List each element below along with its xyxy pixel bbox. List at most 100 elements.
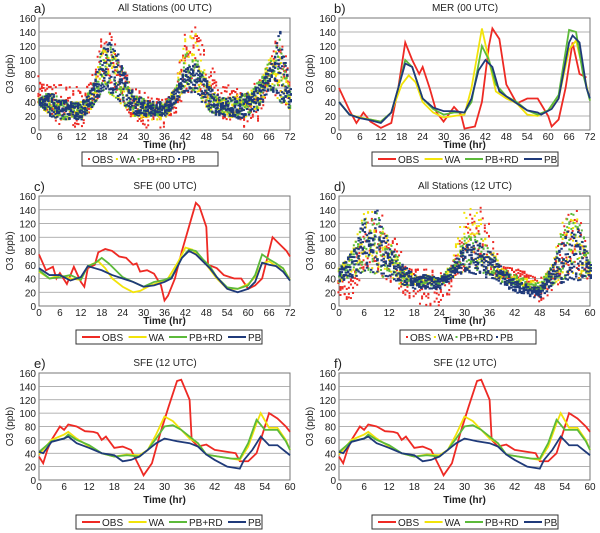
scatter-dot-wa	[572, 240, 574, 242]
scatter-dot-pb-rd	[57, 114, 59, 116]
scatter-dot-pb-rd	[206, 99, 208, 101]
scatter-dot-pb	[385, 242, 387, 244]
scatter-dot-pb	[399, 275, 401, 277]
scatter-dot-wa	[278, 81, 280, 83]
scatter-dot-obs	[69, 97, 71, 99]
scatter-dot-pb	[372, 271, 374, 273]
scatter-dot-pb	[122, 97, 124, 99]
scatter-dot-pb	[380, 226, 382, 228]
scatter-dot-obs	[507, 267, 509, 269]
scatter-dot-pb	[347, 258, 349, 260]
scatter-dot-pb-rd	[520, 278, 522, 280]
scatter-dot-pb	[477, 257, 479, 259]
scatter-dot-wa	[555, 246, 557, 248]
scatter-dot-wa	[382, 247, 384, 249]
scatter-dot-pb	[374, 218, 376, 220]
scatter-dot-obs	[175, 107, 177, 109]
scatter-dot-pb	[487, 261, 489, 263]
scatter-dot-obs	[126, 109, 128, 111]
scatter-dot-pb	[424, 285, 426, 287]
scatter-dot-pb	[452, 271, 454, 273]
legend-label: OBS	[92, 155, 113, 166]
scatter-dot-pb	[387, 254, 389, 256]
y-tick-label: 80	[325, 70, 337, 81]
scatter-dot-pb-rd	[353, 253, 355, 255]
scatter-dot-obs	[444, 284, 446, 286]
scatter-dot-wa	[277, 97, 279, 99]
scatter-dot-obs	[404, 289, 406, 291]
scatter-dot-pb-rd	[386, 269, 388, 271]
scatter-dot-pb	[124, 73, 126, 75]
scatter-dot-pb	[211, 111, 213, 113]
scatter-dot-obs	[76, 123, 78, 125]
scatter-dot-pb	[256, 109, 258, 111]
scatter-dot-obs	[220, 92, 222, 94]
y-axis-label: O3 (ppb)	[305, 231, 316, 270]
scatter-dot-pb	[218, 110, 220, 112]
scatter-dot-obs	[86, 86, 88, 88]
y-tick-label: 20	[325, 288, 337, 299]
scatter-dot-pb	[94, 100, 96, 102]
scatter-dot-pb-rd	[165, 107, 167, 109]
scatter-dot-pb	[498, 266, 500, 268]
scatter-dot-obs	[337, 291, 339, 293]
scatter-dot-obs	[213, 79, 215, 81]
chart-title: All Stations (12 UTC)	[418, 181, 512, 192]
scatter-dot-obs	[152, 116, 154, 118]
scatter-dot-pb	[131, 105, 133, 107]
scatter-dot-obs	[409, 297, 411, 299]
scatter-dot-pb	[504, 274, 506, 276]
scatter-dot-pb	[491, 261, 493, 263]
scatter-dot-pb	[197, 66, 199, 68]
scatter-dot-pb	[274, 56, 276, 58]
scatter-dot-pb	[504, 282, 506, 284]
y-tick-label: 140	[19, 28, 36, 39]
scatter-dot-pb	[502, 274, 504, 276]
scatter-dot-pb	[376, 210, 378, 212]
scatter-dot-obs	[159, 127, 161, 129]
scatter-dot-obs	[259, 79, 261, 81]
scatter-dot-pb-rd	[260, 82, 262, 84]
scatter-dot-pb	[246, 93, 248, 95]
scatter-dot-pb	[40, 97, 42, 99]
scatter-dot-pb-rd	[199, 86, 201, 88]
scatter-dot-wa	[373, 229, 375, 231]
scatter-dot-obs	[469, 229, 471, 231]
scatter-dot-obs	[58, 84, 60, 86]
scatter-dot-pb	[77, 113, 79, 115]
scatter-dot-pb-rd	[365, 248, 367, 250]
scatter-dot-pb	[466, 249, 468, 251]
scatter-dot-obs	[459, 240, 461, 242]
scatter-dot-pb	[134, 98, 136, 100]
scatter-dot-pb	[378, 239, 380, 241]
scatter-dot-pb	[351, 276, 353, 278]
scatter-dot-obs	[77, 90, 79, 92]
scatter-dot-pb-rd	[99, 56, 101, 58]
scatter-dot-pb-rd	[572, 222, 574, 224]
scatter-dot-pb	[176, 99, 178, 101]
x-tick-label: 6	[57, 308, 63, 319]
scatter-dot-pb-rd	[351, 259, 353, 261]
scatter-dot-pb-rd	[202, 72, 204, 74]
scatter-dot-pb	[364, 227, 366, 229]
scatter-dot-pb	[449, 268, 451, 270]
scatter-dot-obs	[273, 50, 275, 52]
scatter-dot-pb	[466, 251, 468, 253]
scatter-dot-pb	[117, 98, 119, 100]
scatter-dot-pb	[454, 261, 456, 263]
scatter-dot-obs	[339, 294, 341, 296]
scatter-dot-pb	[152, 101, 154, 103]
scatter-dot-pb	[416, 280, 418, 282]
scatter-dot-pb	[353, 260, 355, 262]
scatter-dot-pb	[472, 259, 474, 261]
scatter-dot-wa	[371, 255, 373, 257]
scatter-dot-pb	[454, 267, 456, 269]
scatter-dot-pb	[222, 102, 224, 104]
scatter-dot-pb	[199, 78, 201, 80]
scatter-dot-pb	[491, 254, 493, 256]
scatter-dot-pb	[185, 71, 187, 73]
scatter-dot-obs	[215, 84, 217, 86]
scatter-dot-pb	[189, 66, 191, 68]
scatter-dot-pb-rd	[556, 251, 558, 253]
scatter-dot-pb	[283, 93, 285, 95]
